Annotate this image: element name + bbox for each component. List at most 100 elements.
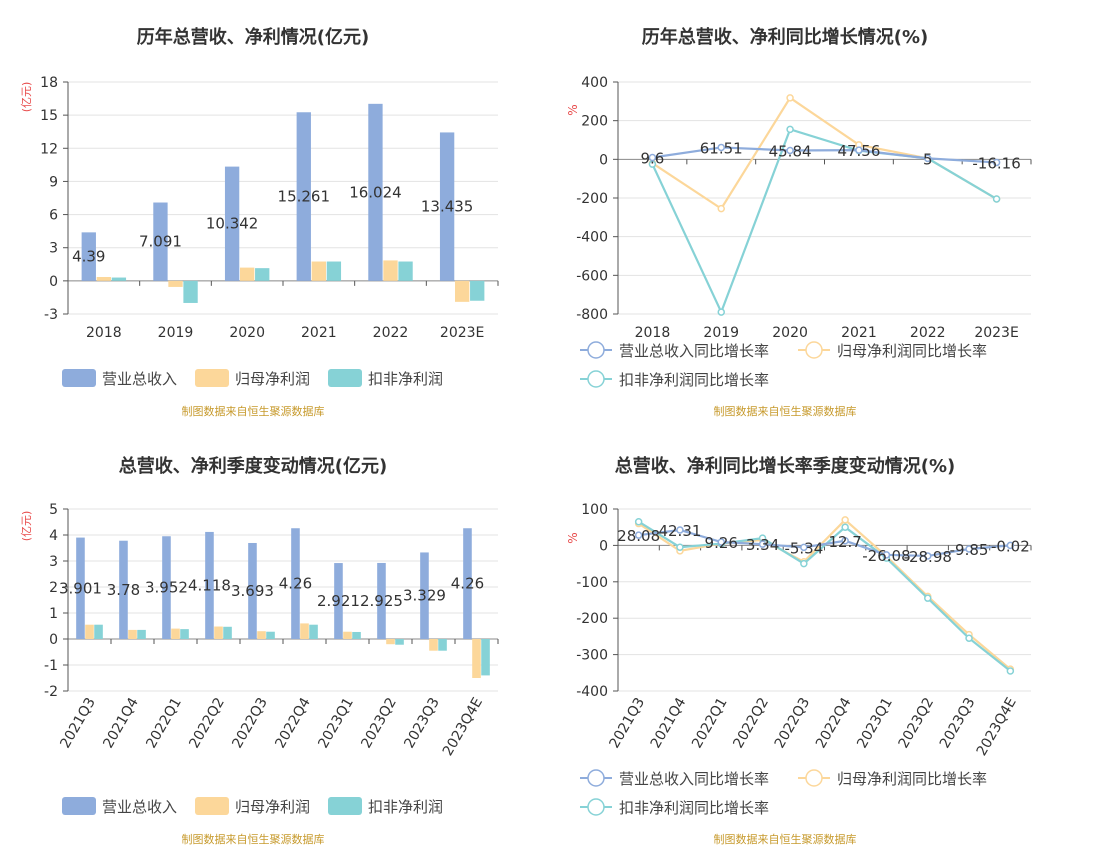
data-label: 3.34	[746, 536, 779, 554]
y-tick-label: 6	[49, 208, 58, 224]
y-tick-label: 5	[49, 502, 58, 518]
data-point	[965, 545, 973, 553]
data-label: 7.091	[139, 233, 182, 251]
y-tick-label: 100	[581, 502, 608, 518]
bar-net-profit	[96, 276, 111, 281]
y-axis-unit: %	[566, 532, 580, 543]
x-tick-label: 2020	[772, 325, 808, 341]
y-tick-label: 1	[49, 606, 58, 622]
x-tick-label: 2019	[158, 325, 194, 341]
legend-swatch	[328, 369, 362, 387]
x-tick-label: 2018	[635, 325, 671, 341]
data-label: -9.85	[950, 541, 989, 559]
quarterly-growth-rate-chart: 总营收、净利同比增长率季度变动情况(%)% -400 -300 -200 -100 0 10…	[566, 455, 1032, 846]
data-point	[841, 523, 849, 531]
bar-net-profit	[311, 261, 326, 281]
x-tick-label: 2023E	[440, 325, 484, 341]
legend-label: 扣非净利润	[368, 798, 443, 816]
x-tick-label: 2022Q1	[689, 695, 731, 751]
data-label: 4.118	[188, 576, 231, 594]
x-tick-label: 2023Q2	[896, 695, 938, 751]
data-label: -5.34	[784, 539, 823, 557]
bar-revenue	[296, 112, 311, 281]
x-tick-label: 2023Q2	[358, 695, 400, 751]
data-point	[758, 540, 767, 548]
data-label: -16.16	[972, 154, 1020, 172]
y-tick-label: -800	[576, 307, 608, 323]
quarterly-revenue-profit-chart: 总营收、净利季度变动情况(亿元) (亿元) -2 -1 0 1 2 3 4 5 2021Q3 2021…	[20, 455, 499, 846]
data-label: 5	[923, 150, 933, 168]
y-tick-label: 12	[40, 141, 58, 157]
chart-title: 总营收、净利同比增长率季度变动情况(%)	[615, 455, 956, 477]
x-tick-label: 2022Q3	[772, 695, 814, 751]
y-axis-unit: (亿元)	[20, 82, 33, 113]
y-tick-label: -600	[576, 268, 608, 284]
bar-revenue	[205, 531, 214, 639]
legend-label: 营业总收入	[102, 798, 177, 816]
x-tick-label: 2022	[373, 325, 409, 341]
bar-deducted-profit	[180, 629, 189, 639]
bar-deducted-profit	[470, 280, 485, 301]
legend-label: 扣非净利润同比增长率	[619, 371, 769, 389]
data-point	[924, 594, 932, 602]
bar-deducted-profit	[398, 261, 413, 281]
legend-label: 扣非净利润同比增长率	[619, 799, 769, 817]
x-tick-label: 2021	[301, 325, 337, 341]
y-tick-label: 0	[49, 632, 58, 648]
x-tick-label: 2023Q4E	[440, 695, 486, 759]
y-tick-label: 0	[49, 274, 58, 290]
y-tick-label: 2	[49, 580, 58, 596]
series-line	[638, 520, 1012, 672]
y-tick-label: 4	[49, 528, 58, 544]
legend-label: 营业总收入	[102, 370, 177, 388]
data-point	[717, 143, 725, 152]
bar-deducted-profit	[266, 631, 275, 639]
y-tick-label: -200	[576, 611, 608, 627]
legend-marker	[805, 769, 823, 787]
x-tick-label: 2021Q4	[100, 695, 142, 751]
y-tick-label: -200	[576, 191, 608, 207]
data-point	[634, 517, 643, 526]
data-point	[717, 308, 725, 316]
x-tick-label: 2019	[703, 325, 739, 341]
bar-deducted-profit	[111, 277, 127, 281]
bar-revenue	[248, 542, 257, 639]
data-label: 2.921	[317, 592, 360, 610]
data-point	[882, 551, 891, 559]
data-point	[786, 146, 794, 155]
data-label: 45.84	[769, 142, 812, 160]
bar-deducted-profit	[223, 626, 232, 639]
data-point	[924, 552, 932, 560]
bar-net-profit	[472, 639, 481, 678]
data-label: 3.329	[403, 587, 446, 605]
data-point	[648, 153, 657, 162]
legend-marker	[805, 341, 823, 359]
x-tick-label: 2022Q2	[730, 695, 772, 751]
bar-revenue	[439, 132, 455, 281]
data-label: 16.024	[349, 183, 402, 201]
bar-net-profit	[257, 631, 266, 639]
data-point	[717, 538, 725, 546]
data-point	[717, 204, 725, 213]
x-tick-label: 2021	[841, 325, 877, 341]
bar-deducted-profit	[326, 261, 342, 281]
data-point	[841, 516, 849, 524]
bar-deducted-profit	[137, 629, 146, 639]
bar-deducted-profit	[309, 624, 318, 639]
data-label: 10.342	[206, 215, 259, 233]
bar-revenue	[162, 536, 171, 639]
data-point	[800, 559, 808, 568]
data-point	[924, 154, 932, 163]
legend-label: 归母净利润同比增长率	[837, 342, 987, 360]
data-label: 42.31	[658, 522, 701, 540]
data-label: 3.693	[231, 582, 274, 600]
bar-deducted-profit	[183, 280, 198, 303]
y-axis-unit: (亿元)	[20, 511, 33, 542]
series-line	[651, 128, 998, 315]
bar-net-profit	[429, 639, 438, 651]
y-tick-label: -2	[44, 684, 58, 700]
x-tick-label: 2023Q1	[854, 695, 896, 751]
legend-marker	[587, 769, 605, 787]
bar-net-profit	[300, 623, 309, 639]
